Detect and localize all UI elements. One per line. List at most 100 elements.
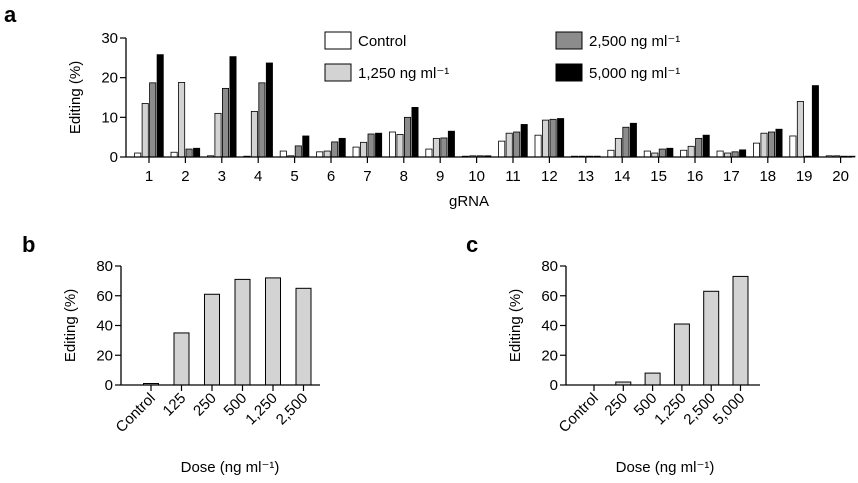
- bar-a: [432, 137, 440, 158]
- x-tick-label-c: 250: [601, 390, 631, 420]
- legend-label-a: 2,500 ng ml⁻¹: [589, 33, 680, 50]
- bar-a: [513, 131, 521, 158]
- bar-a: [643, 150, 651, 158]
- x-axis-label-b: Dose (ng ml⁻¹): [181, 459, 280, 476]
- x-tick-label-a: 14: [614, 168, 631, 185]
- y-axis-label-b: Editing (%): [62, 289, 79, 362]
- x-tick-label-b: Control: [113, 390, 159, 436]
- bar-a: [739, 149, 747, 158]
- y-axis-label-a: Editing (%): [67, 61, 84, 134]
- y-tick-label-c: 60: [541, 288, 558, 305]
- x-tick-label-b: 250: [190, 390, 220, 420]
- bar-a: [323, 150, 331, 158]
- x-tick-label-a: 18: [759, 168, 776, 185]
- bar-a: [549, 118, 557, 158]
- bar-a: [302, 135, 310, 158]
- bar-a: [156, 54, 164, 158]
- bar-a: [498, 140, 506, 158]
- bar-a: [294, 145, 302, 158]
- x-tick-label-a: 4: [254, 168, 262, 185]
- bar-a: [614, 137, 622, 158]
- x-tick-label-a: 2: [181, 168, 189, 185]
- bar-b: [265, 277, 281, 386]
- x-tick-label-c: 2,500: [680, 390, 719, 429]
- y-tick-label-a: 30: [101, 30, 118, 47]
- y-tick-label-b: 80: [96, 258, 113, 275]
- bar-a: [375, 132, 383, 158]
- bar-b: [173, 332, 190, 386]
- bar-a: [534, 134, 542, 158]
- bar-a: [265, 62, 273, 158]
- x-tick-label-c: Control: [556, 390, 602, 436]
- bar-b: [204, 293, 220, 386]
- x-tick-label-a: 11: [505, 168, 521, 185]
- bar-a: [352, 146, 360, 158]
- legend-label-a: 1,250 ng ml⁻¹: [358, 65, 449, 82]
- x-tick-label-a: 6: [327, 168, 335, 185]
- bar-a: [520, 124, 528, 158]
- y-tick-label-a: 20: [101, 70, 118, 87]
- bar-a: [716, 150, 724, 158]
- x-tick-label-a: 10: [468, 168, 485, 185]
- bar-a: [411, 107, 419, 158]
- bar-a: [214, 112, 222, 158]
- x-tick-label-a: 13: [577, 168, 594, 185]
- bar-a: [760, 132, 768, 158]
- bar-a: [658, 148, 666, 158]
- y-tick-label-c: 40: [541, 318, 558, 335]
- panel-c-letter: c: [466, 232, 478, 257]
- bar-a: [557, 118, 565, 158]
- bar-a: [542, 119, 550, 158]
- x-tick-label-a: 9: [436, 168, 444, 185]
- bar-a: [331, 141, 339, 158]
- y-axis-label-c: Editing (%): [507, 289, 524, 362]
- bar-a: [607, 149, 615, 158]
- x-tick-label-b: 1,250: [242, 390, 281, 429]
- bar-a: [796, 101, 804, 158]
- bar-a: [141, 103, 149, 158]
- x-tick-label-a: 15: [650, 168, 667, 185]
- bar-a: [250, 110, 258, 158]
- y-tick-label-c: 0: [550, 377, 558, 394]
- bar-a: [316, 151, 324, 158]
- bar-b: [234, 278, 251, 386]
- bar-a: [193, 147, 201, 158]
- bar-a: [403, 116, 411, 158]
- bar-a: [775, 128, 783, 158]
- bar-a: [731, 151, 739, 158]
- bar-a: [170, 151, 178, 158]
- bar-a: [440, 137, 448, 158]
- x-tick-label-a: 1: [145, 168, 153, 185]
- bar-a: [622, 126, 630, 158]
- panel-b-letter: b: [22, 232, 35, 257]
- bar-a: [811, 85, 819, 158]
- bar-a: [279, 150, 287, 158]
- y-tick-label-b: 40: [96, 318, 113, 335]
- x-axis-label-c: Dose (ng ml⁻¹): [616, 459, 715, 476]
- bar-b: [295, 287, 312, 386]
- x-tick-label-a: 17: [723, 168, 740, 185]
- bar-a: [360, 141, 368, 158]
- x-tick-label-c: 1,250: [651, 390, 690, 429]
- y-tick-label-b: 0: [105, 377, 113, 394]
- bar-c: [673, 323, 690, 386]
- y-tick-label-c: 20: [541, 347, 558, 364]
- x-tick-label-a: 7: [363, 168, 371, 185]
- legend-swatch-a: [555, 31, 583, 50]
- panel-a-letter: a: [4, 2, 17, 27]
- legend-swatch-a: [555, 63, 583, 82]
- x-tick-label-b: 125: [160, 390, 190, 420]
- bar-a: [396, 133, 404, 158]
- bar-a: [447, 130, 455, 158]
- x-tick-label-a: 16: [687, 168, 704, 185]
- bar-a: [680, 149, 688, 158]
- bar-a: [221, 87, 229, 158]
- bar-c: [644, 372, 661, 386]
- x-tick-label-a: 19: [796, 168, 813, 185]
- bar-a: [753, 142, 761, 158]
- bar-a: [768, 131, 776, 158]
